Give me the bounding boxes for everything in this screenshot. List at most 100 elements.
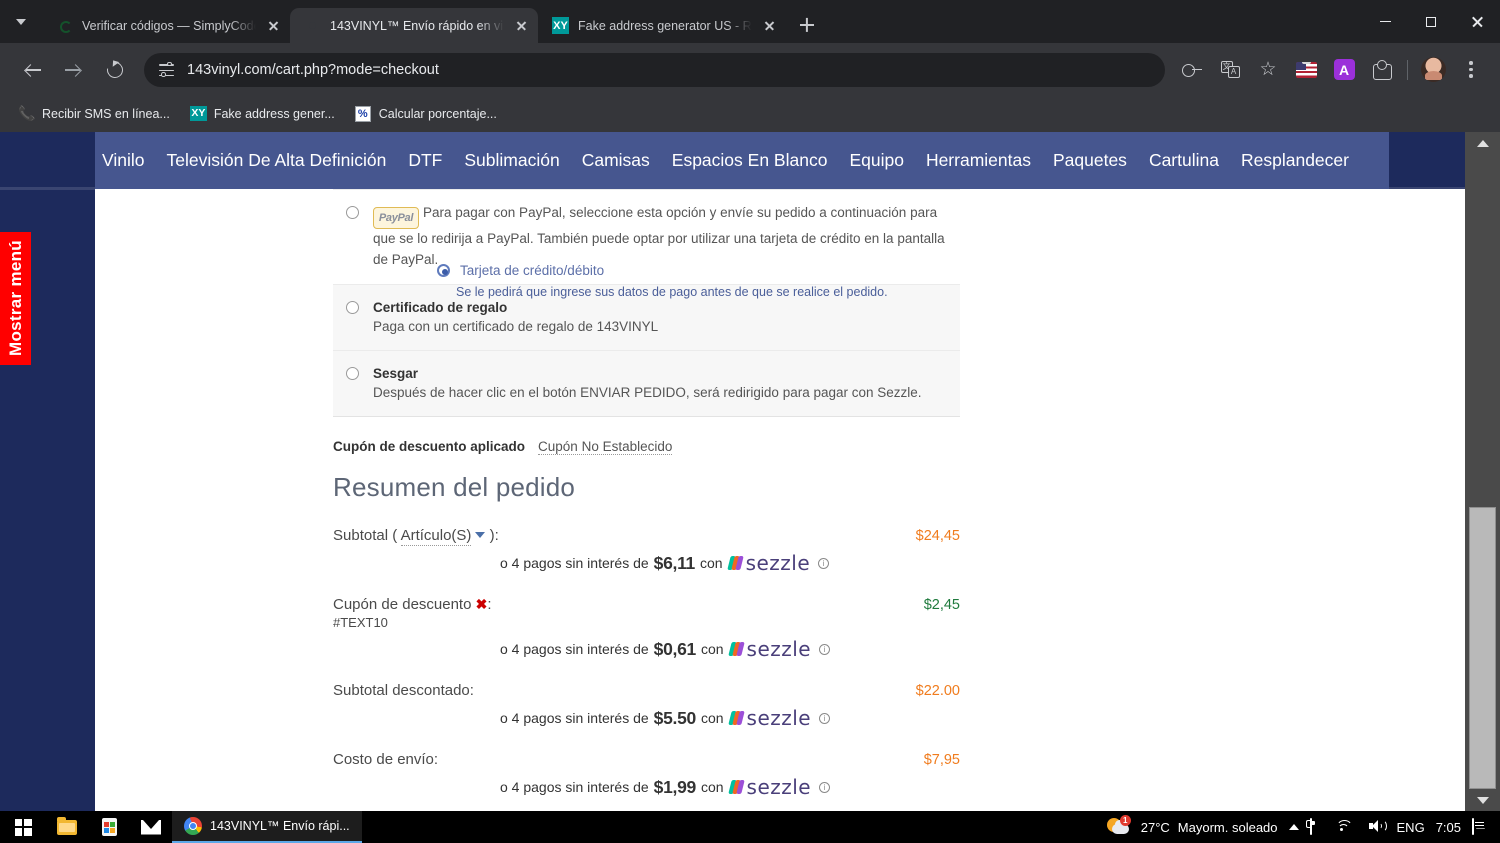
info-icon[interactable]: i xyxy=(819,643,831,655)
bookmark-calcular-porcentaje[interactable]: % Calcular porcentaje... xyxy=(347,101,505,128)
nav-item-camisas[interactable]: Camisas xyxy=(581,150,650,170)
forward-button[interactable] xyxy=(56,53,90,87)
percent-icon: % xyxy=(354,105,372,123)
language-indicator[interactable]: ENG xyxy=(1396,819,1425,835)
close-icon[interactable] xyxy=(761,17,778,34)
arrow-left-icon xyxy=(25,63,41,76)
browser-tab-3[interactable]: XY Fake address generator US - Ra xyxy=(538,8,786,43)
payment-option-sezzle[interactable]: Sesgar Después de hacer clic en el botón… xyxy=(333,350,960,416)
sezzle-logo-icon: sezzle xyxy=(726,551,811,575)
battery-icon[interactable] xyxy=(1309,818,1328,835)
scrollbar-thumb[interactable] xyxy=(1469,507,1496,789)
payment-option-paypal[interactable]: PayPal Para pagar con PayPal, seleccione … xyxy=(333,189,960,284)
bookmark-star-icon[interactable]: ☆ xyxy=(1259,59,1277,80)
coupon-applied-row: Cupón de descuento aplicado Cupón No Est… xyxy=(333,439,960,455)
bookmark-fake-address[interactable]: XY Fake address gener... xyxy=(182,101,343,128)
back-button[interactable] xyxy=(14,53,48,87)
nav-item-resplandecer[interactable]: Resplandecer xyxy=(1240,150,1349,170)
volume-icon[interactable] xyxy=(1368,819,1387,835)
chevron-up-icon xyxy=(1476,139,1489,147)
profile-avatar[interactable] xyxy=(1416,53,1450,87)
page-scrollbar[interactable] xyxy=(1465,132,1500,811)
sezzle-prefix: o 4 pagos sin interés de xyxy=(500,779,649,795)
close-icon[interactable] xyxy=(265,17,282,34)
sezzle-suffix: con xyxy=(700,710,724,726)
partly-sunny-icon: 1 xyxy=(1106,815,1133,837)
maximize-button[interactable] xyxy=(1408,0,1454,43)
taskbar-active-window[interactable]: 143VINYL™ Envío rápi... xyxy=(172,811,362,843)
show-menu-button[interactable]: Mostrar menú xyxy=(0,232,31,365)
payment-methods-list: PayPal Para pagar con PayPal, seleccione … xyxy=(333,189,960,417)
clock[interactable]: 7:05 xyxy=(1435,819,1461,835)
new-tab-button[interactable] xyxy=(792,10,822,40)
nav-item-espacios-en-blanco[interactable]: Espacios En Blanco xyxy=(671,150,828,170)
phone-icon: 📞 xyxy=(18,104,36,121)
nav-item-cartulina[interactable]: Cartulina xyxy=(1148,150,1219,170)
sezzle-amount: $1,99 xyxy=(653,776,697,797)
radio-gift-certificate[interactable] xyxy=(346,301,359,314)
scroll-down-button[interactable] xyxy=(1465,789,1500,811)
start-button[interactable] xyxy=(0,811,46,843)
taskbar-microsoft-store[interactable] xyxy=(88,811,130,843)
sezzle-amount: $6,11 xyxy=(653,552,696,573)
summary-row-discounted-subtotal: Subtotal descontado: $22.00 xyxy=(333,682,960,699)
browser-tab-1[interactable]: Verificar códigos — SimplyCode xyxy=(42,8,290,43)
sezzle-suffix: con xyxy=(700,641,724,657)
minimize-button[interactable] xyxy=(1362,0,1408,43)
site-settings-icon[interactable] xyxy=(158,61,175,78)
nav-item-paquetes[interactable]: Paquetes xyxy=(1052,150,1127,170)
nav-item-dtf[interactable]: DTF xyxy=(408,150,443,170)
coupon-applied-value[interactable]: Cupón No Establecido xyxy=(538,439,673,455)
info-icon[interactable]: i xyxy=(819,781,831,793)
page-viewport: Tarjeta de crédito/débito Se le pedirá q… xyxy=(0,132,1500,811)
nav-item-herramientas[interactable]: Herramientas xyxy=(925,150,1031,170)
nav-item-equipo[interactable]: Equipo xyxy=(849,150,904,170)
sezzle-brand: sezzle xyxy=(746,775,812,799)
subtotal-items-link[interactable]: Artículo(S) xyxy=(400,527,472,546)
chevron-down-icon[interactable] xyxy=(475,532,486,538)
nav-item-sublimacion[interactable]: Sublimación xyxy=(464,150,560,170)
file-explorer-icon xyxy=(57,816,77,835)
discounted-subtotal-label: Subtotal descontado: xyxy=(333,682,474,699)
tab-title: 143VINYL™ Envío rápido en vin xyxy=(330,18,504,33)
sezzle-title: Sesgar xyxy=(373,366,419,381)
weather-widget[interactable]: 1 27°C Mayorm. soleado xyxy=(1106,815,1278,837)
gift-certificate-description: Paga con un certificado de regalo de 143… xyxy=(373,319,659,334)
notifications-icon[interactable] xyxy=(1472,818,1490,835)
info-icon[interactable]: i xyxy=(819,712,831,724)
taskbar-file-explorer[interactable] xyxy=(46,811,88,843)
reload-button[interactable] xyxy=(98,53,132,87)
taskbar-mail[interactable] xyxy=(130,811,172,843)
sezzle-brand: sezzle xyxy=(746,706,812,730)
payment-option-gift-certificate[interactable]: Certificado de regalo Paga con un certif… xyxy=(333,284,960,350)
page-content-background xyxy=(95,132,1465,811)
extensions-icon[interactable] xyxy=(1365,53,1399,87)
wifi-icon[interactable] xyxy=(1335,819,1357,835)
radio-credit-card[interactable] xyxy=(437,264,450,277)
gift-certificate-title: Certificado de regalo xyxy=(373,300,508,315)
close-icon[interactable] xyxy=(513,17,530,34)
sezzle-description: Después de hacer clic en el botón ENVIAR… xyxy=(373,385,922,400)
close-window-button[interactable] xyxy=(1454,0,1500,43)
payment-option-credit-card[interactable]: Tarjeta de crédito/débito xyxy=(437,263,604,278)
tab-search-button[interactable] xyxy=(0,0,42,43)
info-icon[interactable]: i xyxy=(818,557,830,569)
nav-item-television[interactable]: Televisión De Alta Definición xyxy=(166,150,387,170)
windows-taskbar: 143VINYL™ Envío rápi... 1 27°C Mayorm. s… xyxy=(0,811,1500,843)
radio-sezzle[interactable] xyxy=(346,367,359,380)
chevron-up-icon[interactable] xyxy=(1288,824,1299,830)
address-bar[interactable]: 143vinyl.com/cart.php?mode=checkout xyxy=(144,52,1165,87)
password-key-icon[interactable] xyxy=(1175,53,1209,87)
scroll-up-button[interactable] xyxy=(1465,132,1500,154)
browser-tab-2[interactable]: 143VINYL™ Envío rápido en vin xyxy=(290,8,538,43)
sezzle-suffix: con xyxy=(699,555,723,571)
adobe-acrobat-icon[interactable]: A xyxy=(1327,53,1361,87)
radio-paypal[interactable] xyxy=(346,206,359,219)
nav-item-vinilo[interactable]: Vinilo xyxy=(102,150,145,170)
chrome-menu-icon[interactable] xyxy=(1454,53,1488,87)
us-flag-icon[interactable] xyxy=(1289,53,1323,87)
bookmark-recibir-sms[interactable]: 📞 Recibir SMS en línea... xyxy=(10,101,178,128)
remove-coupon-icon[interactable]: ✖ xyxy=(475,596,488,612)
